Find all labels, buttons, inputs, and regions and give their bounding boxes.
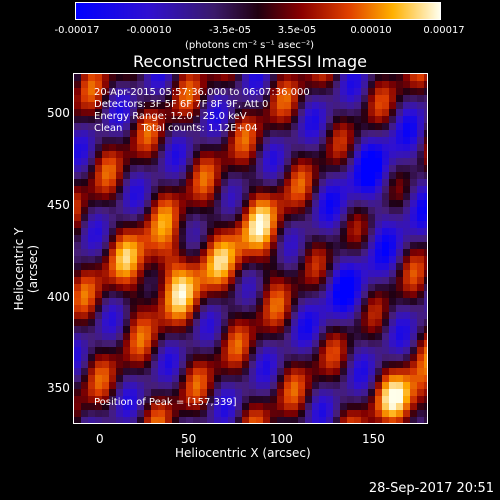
info-clean-counts: Clean Total counts: 1.12E+04 (94, 123, 258, 134)
reconstructed-image (74, 74, 427, 423)
info-detectors: Detectors: 3F 5F 6F 7F 8F 9F, Att 0 (94, 99, 269, 110)
y-tick: 350 (47, 381, 70, 395)
colorbar-tick: -0.00010 (126, 25, 172, 36)
x-axis-label: Heliocentric X (arcsec) (175, 446, 311, 460)
info-peak-position: Position of Peak = [157,339] (94, 397, 237, 408)
info-energy-range: Energy Range: 12.0 - 25.0 keV (94, 111, 247, 122)
x-tick: 150 (362, 432, 385, 446)
colorbar-tick: 0.00017 (423, 25, 465, 36)
y-tick: 500 (47, 106, 70, 120)
info-time-range: 20-Apr-2015 05:57:36.000 to 06:07:36.000 (94, 87, 310, 98)
x-tick: 100 (270, 432, 293, 446)
image-title: Reconstructed RHESSI Image (133, 52, 367, 71)
timestamp: 28-Sep-2017 20:51 (368, 481, 494, 496)
colorbar (75, 2, 441, 20)
x-tick: 0 (96, 432, 104, 446)
colorbar-tick: -3.5e-05 (209, 25, 251, 36)
image-panel: 20-Apr-2015 05:57:36.000 to 06:07:36.000… (73, 73, 428, 424)
colorbar-tick-labels: -0.00017 -0.00010 -3.5e-05 3.5e-05 0.000… (0, 25, 500, 39)
colorbar-tick: -0.00017 (54, 25, 100, 36)
colorbar-tick: 0.00010 (350, 25, 392, 36)
y-tick: 400 (47, 290, 70, 304)
colorbar-tick: 3.5e-05 (277, 25, 317, 36)
colorbar-gradient (76, 3, 440, 19)
x-tick: 50 (181, 432, 197, 446)
y-tick: 450 (47, 198, 70, 212)
colorbar-units: (photons cm⁻² s⁻¹ asec⁻²) (185, 40, 315, 51)
y-axis-label: Heliocentric Y (arcsec) (12, 227, 40, 311)
